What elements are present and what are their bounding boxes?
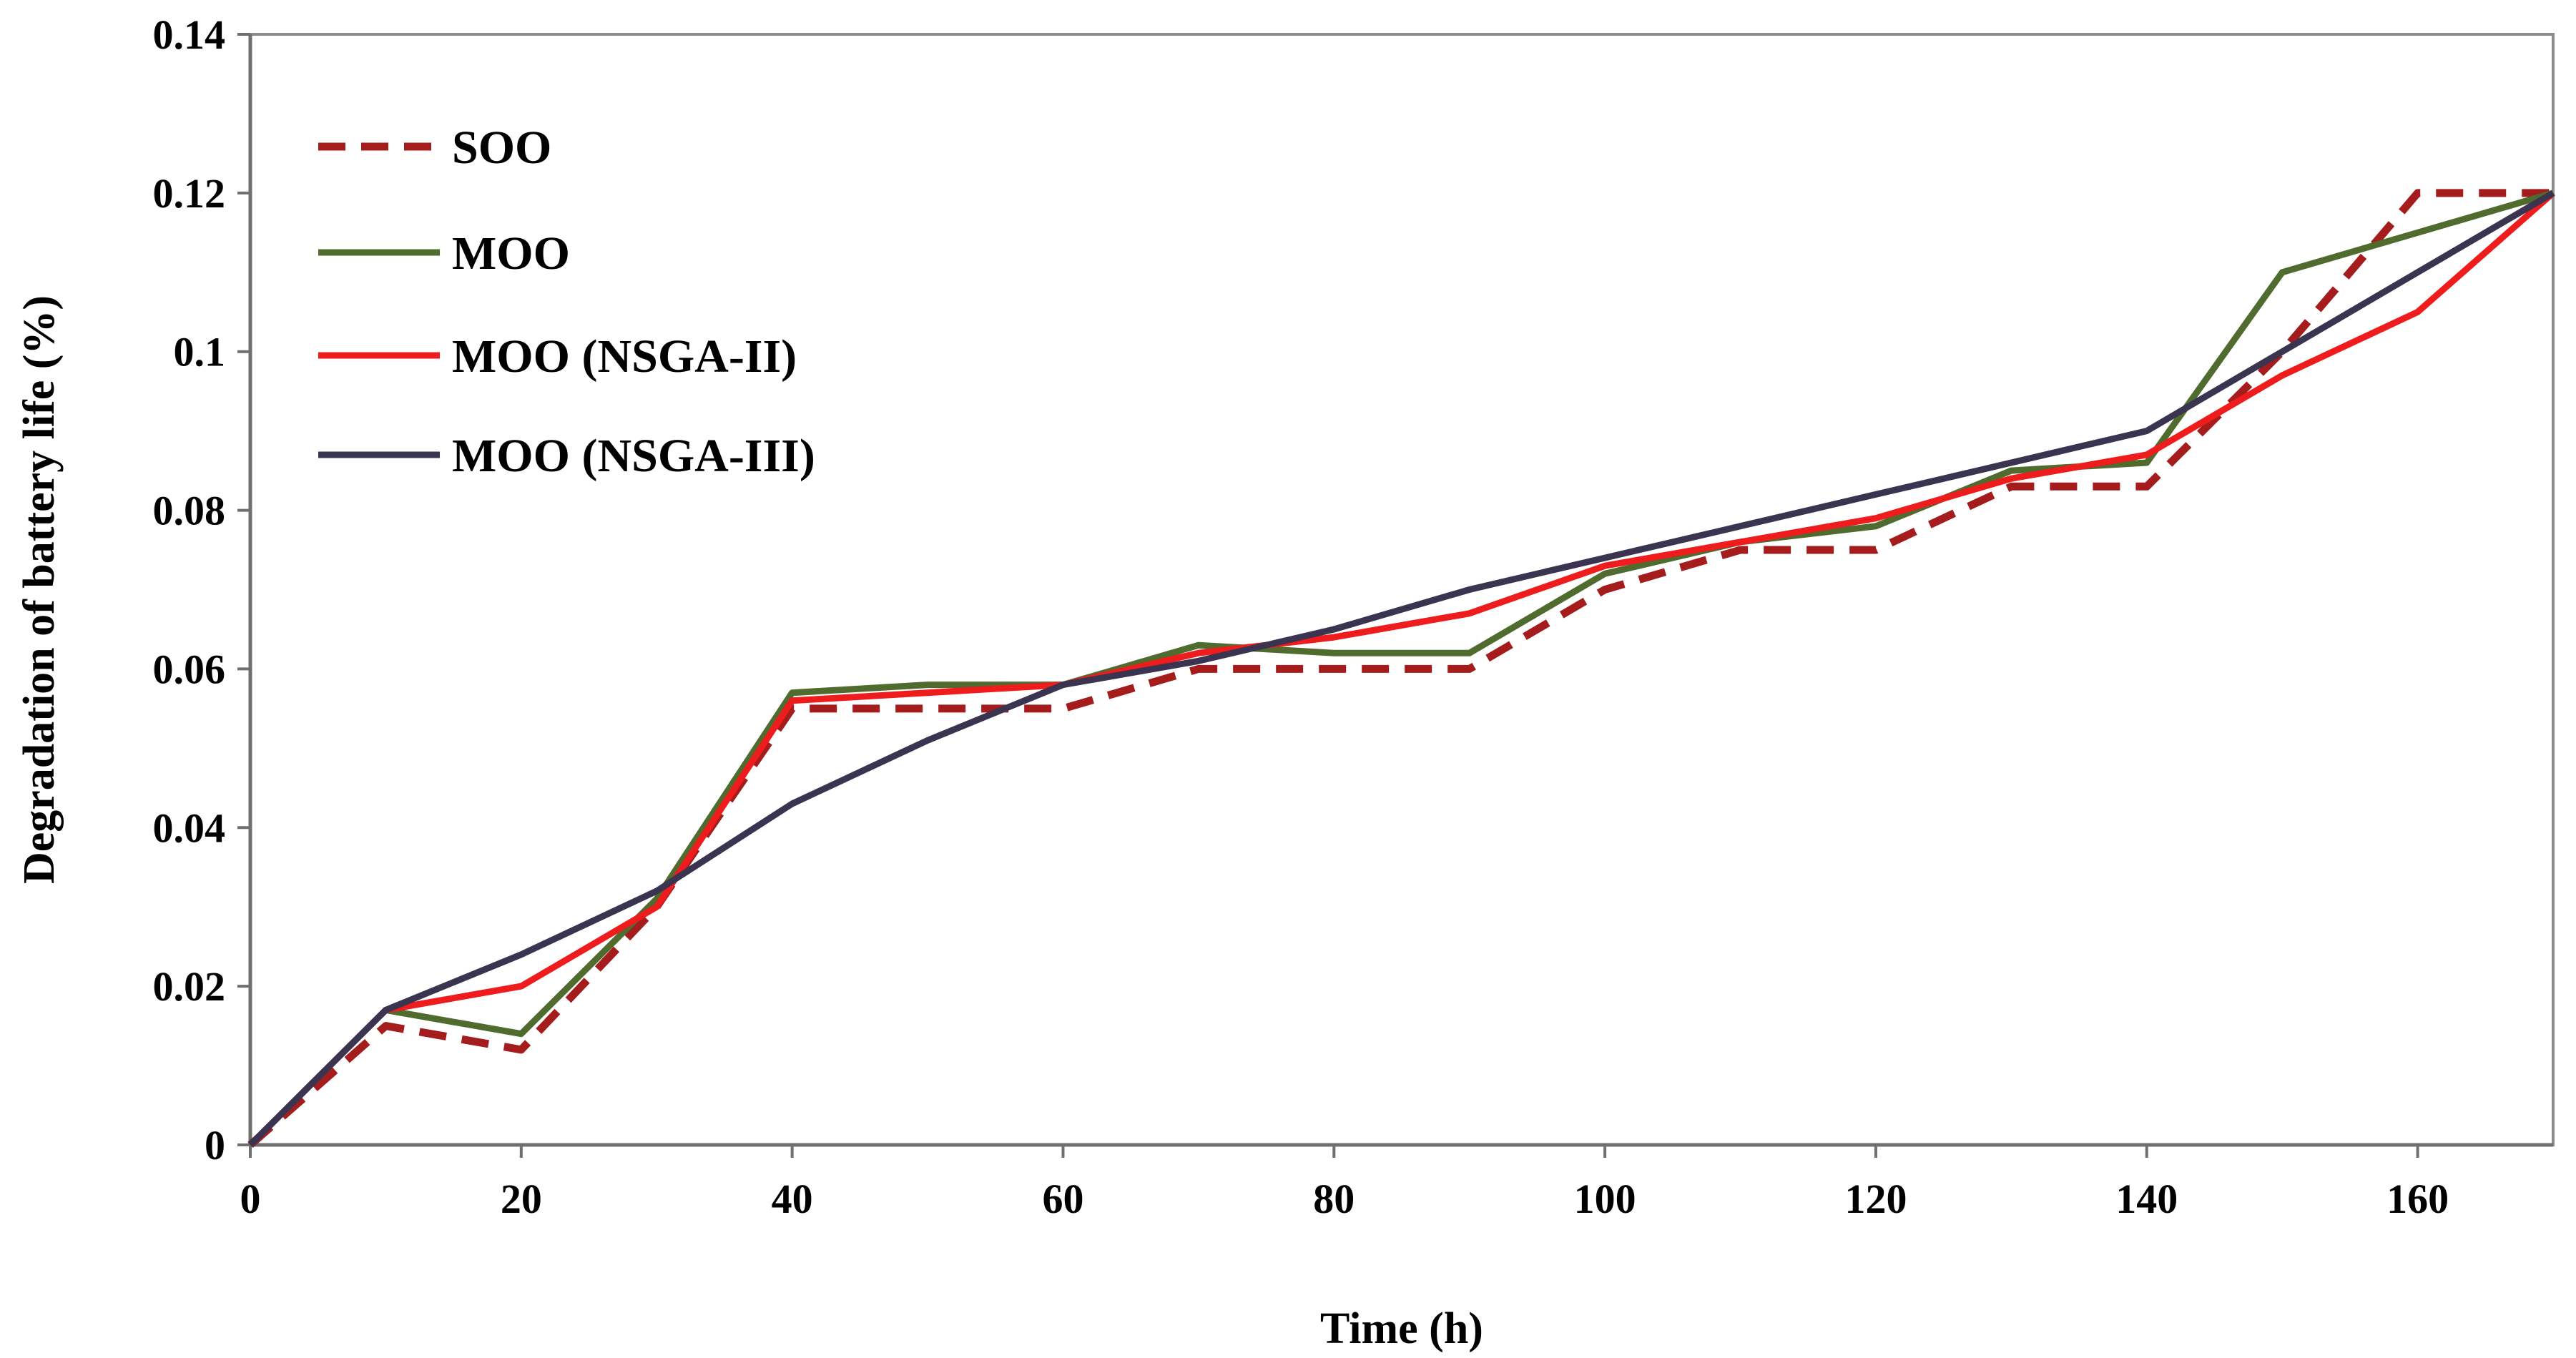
y-tick-label: 0.04 [153,805,226,851]
legend-label-moo-nsga-ii: MOO (NSGA-II) [452,330,797,383]
y-tick-label: 0.02 [153,963,226,1010]
y-tick-label: 0.1 [174,329,226,375]
series-line-moo-nsga-iii [247,190,2555,1148]
series-group [247,189,2555,1148]
y-tick-label: 0.06 [153,646,226,692]
legend-label-moo-nsga-iii: MOO (NSGA-III) [452,430,815,482]
y-axis-title: Degradation of battery life (%) [15,295,64,884]
x-tick-label: 20 [501,1176,542,1222]
y-tick-label: 0.08 [153,488,226,534]
x-tick-label: 0 [240,1176,261,1222]
legend-label-soo: SOO [452,122,551,174]
x-tick-label: 40 [772,1176,813,1222]
series-line-soo [247,189,2553,1148]
x-tick-label: 80 [1313,1176,1355,1222]
x-tick-label: 100 [1574,1176,1636,1222]
y-tick-label: 0.12 [153,170,226,217]
y-axis: 0 0.02 0.04 0.06 0.08 0.1 0.12 0.14 [153,11,250,1168]
legend-label-moo: MOO [452,227,570,280]
x-tick-label: 140 [2115,1176,2178,1222]
x-tick-label: 60 [1042,1176,1083,1222]
y-tick-label: 0 [205,1122,225,1168]
x-tick-label: 120 [1844,1176,1907,1222]
x-tick-label: 160 [2386,1176,2449,1222]
legend: SOO MOO MOO (NSGA-II) MOO (NSGA-III) [318,122,815,482]
series-line-moo-nsga-ii [247,190,2555,1148]
plot-area [248,33,2555,1147]
y-tick-label: 0.14 [153,11,226,58]
x-axis: 0 20 40 60 80 100 120 140 160 [240,1145,2449,1222]
x-axis-title: Time (h) [1320,1304,1483,1353]
